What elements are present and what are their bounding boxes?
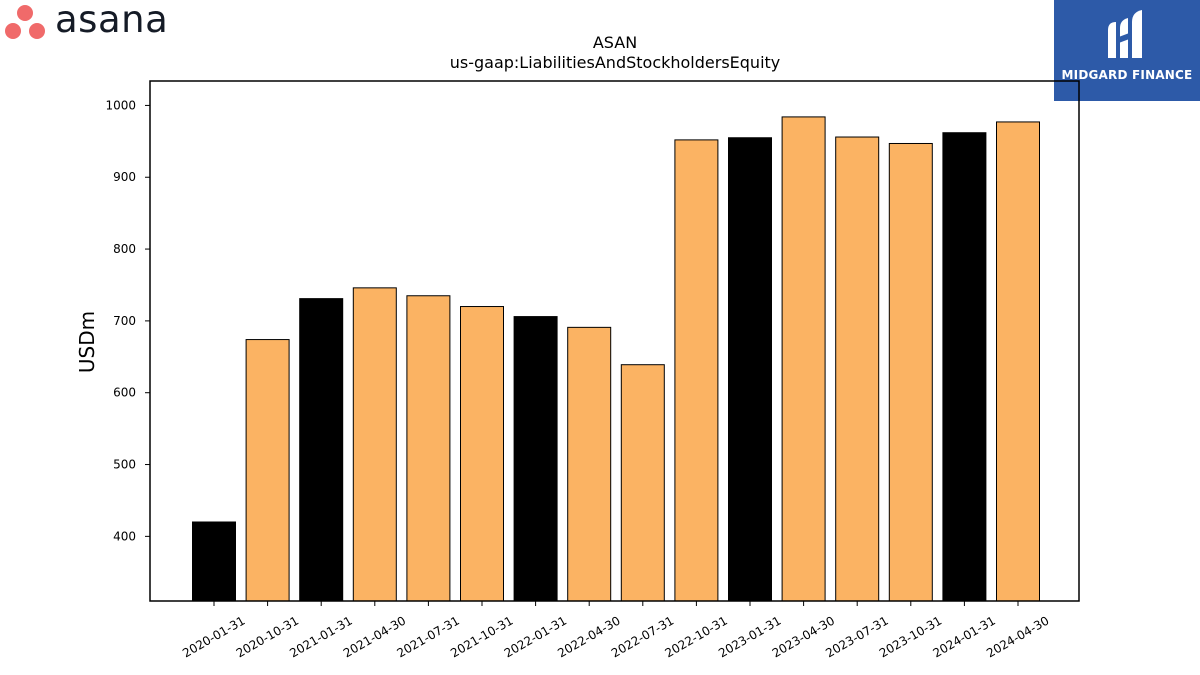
bar-2024-04-30: [996, 121, 1040, 602]
y-tick-label: 900: [113, 170, 136, 184]
y-ticks-group: 400 500 600 700 800 900 1000: [105, 98, 150, 543]
y-tick-label: 800: [113, 242, 136, 256]
bar-2023-01-31: [728, 137, 772, 602]
bar-2020-10-31: [245, 339, 290, 602]
y-tick-label: 400: [113, 529, 136, 543]
x-ticks-group: 2020-01-312020-10-312021-01-312021-04-30…: [180, 601, 1052, 660]
midgard-wordmark: MIDGARD FINANCE: [1061, 68, 1193, 82]
asana-logo: asana: [4, 0, 194, 44]
bar-2021-04-30: [352, 287, 397, 602]
bar-2021-01-31: [299, 298, 344, 602]
y-axis-label: USDm: [75, 311, 99, 373]
bar-2020-01-31: [192, 521, 236, 602]
bar-2022-07-31: [620, 364, 665, 602]
bar-2024-01-31: [942, 132, 987, 602]
plot-frame: [149, 80, 1080, 602]
y-tick-label: 700: [113, 314, 136, 328]
bar-2021-10-31: [460, 306, 504, 602]
bar-2022-10-31: [674, 139, 719, 602]
y-tick-label: 600: [113, 386, 136, 400]
asana-wordmark: asana: [55, 0, 169, 41]
bar-2023-04-30: [781, 116, 826, 602]
chart-subtitle: us-gaap:LiabilitiesAndStockholdersEquity: [450, 53, 781, 72]
bar-2022-04-30: [567, 326, 612, 602]
bar-2022-01-31: [513, 316, 558, 602]
y-tick-label: 1000: [105, 98, 136, 112]
midgard-mark-icon: [1108, 10, 1142, 58]
bar-2021-07-31: [406, 295, 451, 602]
bar-2023-10-31: [888, 142, 933, 602]
y-tick-label: 500: [113, 458, 136, 472]
chart-title: ASAN: [593, 33, 637, 52]
bars-group: [192, 116, 1040, 602]
asana-dots-icon: [5, 5, 45, 39]
bar-2023-07-31: [835, 136, 880, 602]
